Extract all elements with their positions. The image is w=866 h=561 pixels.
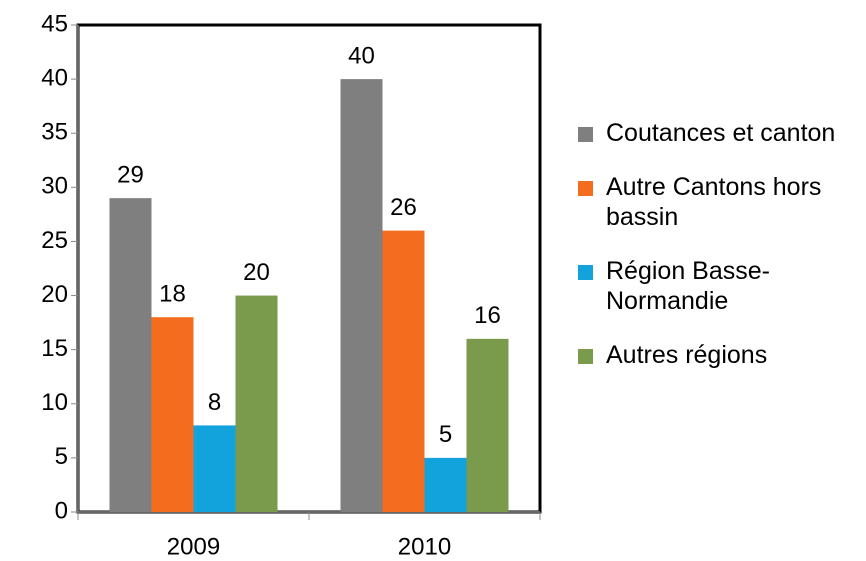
y-tick-label: 40 — [41, 64, 68, 91]
data-label: 20 — [243, 259, 270, 286]
legend: Coutances et canton Autre Cantons hors ba… — [578, 118, 848, 394]
legend-entry: Région Basse-Normandie — [578, 256, 848, 316]
bar — [424, 457, 467, 512]
legend-swatch — [578, 181, 593, 196]
legend-label: Coutances et canton — [606, 119, 836, 147]
data-label: 29 — [117, 161, 144, 188]
y-tick-label: 10 — [41, 389, 68, 416]
y-tick-label: 15 — [41, 335, 68, 362]
y-tick-label: 25 — [41, 227, 68, 254]
y-tick-label: 0 — [55, 497, 68, 524]
legend-swatch — [578, 265, 593, 280]
y-tick-label: 30 — [41, 173, 68, 200]
bar — [235, 295, 278, 512]
data-label: 26 — [390, 194, 417, 221]
data-label: 5 — [439, 421, 452, 448]
legend-entry: Coutances et canton — [578, 118, 848, 148]
data-label: 40 — [348, 42, 375, 69]
legend-entry: Autres régions — [578, 340, 848, 370]
y-tick-label: 45 — [41, 10, 68, 37]
legend-label: Autre Cantons hors bassin — [606, 173, 822, 231]
bar — [382, 230, 425, 512]
legend-label: Région Basse-Normandie — [606, 257, 770, 315]
bar — [466, 338, 509, 512]
bar — [109, 198, 152, 512]
x-tick-label: 2010 — [398, 533, 451, 560]
x-tick-label: 2009 — [167, 533, 220, 560]
data-label: 16 — [474, 302, 501, 329]
bar — [340, 79, 383, 512]
legend-label: Autres régions — [606, 341, 768, 369]
legend-swatch — [578, 127, 593, 142]
y-tick-label: 35 — [41, 119, 68, 146]
y-tick-label: 5 — [55, 443, 68, 470]
legend-swatch — [578, 349, 593, 364]
data-label: 18 — [159, 281, 186, 308]
bar — [151, 317, 194, 512]
y-tick-label: 20 — [41, 281, 68, 308]
legend-entry: Autre Cantons hors bassin — [578, 172, 848, 232]
bar — [193, 425, 236, 512]
data-label: 8 — [208, 389, 221, 416]
